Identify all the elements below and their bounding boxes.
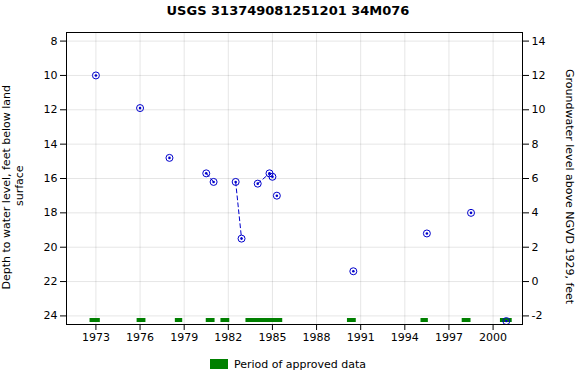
svg-text:1997: 1997 bbox=[435, 331, 463, 344]
svg-text:1988: 1988 bbox=[303, 331, 331, 344]
svg-text:22: 22 bbox=[44, 275, 58, 288]
svg-text:10: 10 bbox=[532, 103, 546, 116]
svg-text:1985: 1985 bbox=[258, 331, 286, 344]
html-text:USGS 313749081251201 34M076: USGS 313749081251201 34M076 bbox=[166, 3, 410, 18]
svg-text:14: 14 bbox=[44, 138, 58, 151]
svg-text:8: 8 bbox=[532, 138, 539, 151]
svg-text:1979: 1979 bbox=[170, 331, 198, 344]
svg-text:0: 0 bbox=[532, 275, 539, 288]
svg-text:20: 20 bbox=[44, 241, 58, 254]
html-text:Groundwater level above NGVD 1: Groundwater level above NGVD 1929, feet bbox=[563, 69, 576, 305]
svg-text:2000: 2000 bbox=[479, 331, 507, 344]
svg-text:1994: 1994 bbox=[391, 331, 419, 344]
svg-text:2: 2 bbox=[532, 241, 539, 254]
svg-text:-2: -2 bbox=[532, 309, 543, 322]
svg-text:24: 24 bbox=[44, 309, 58, 322]
svg-text:10: 10 bbox=[44, 69, 58, 82]
svg-text:1976: 1976 bbox=[126, 331, 154, 344]
svg-text:1991: 1991 bbox=[347, 331, 375, 344]
svg-text:1973: 1973 bbox=[82, 331, 110, 344]
svg-text:14: 14 bbox=[532, 35, 546, 48]
svg-text:12: 12 bbox=[532, 69, 546, 82]
svg-text:18: 18 bbox=[44, 206, 58, 219]
svg-text:12: 12 bbox=[44, 103, 58, 116]
svg-text:4: 4 bbox=[532, 206, 539, 219]
svg-text:1982: 1982 bbox=[214, 331, 242, 344]
html-text:Depth to water level, feet bel: Depth to water level, feet below land su… bbox=[0, 84, 26, 290]
html-text:Period of approved data: Period of approved data bbox=[233, 357, 367, 371]
svg-text:6: 6 bbox=[532, 172, 539, 185]
svg-text:16: 16 bbox=[44, 172, 58, 185]
svg-text:8: 8 bbox=[51, 35, 58, 48]
